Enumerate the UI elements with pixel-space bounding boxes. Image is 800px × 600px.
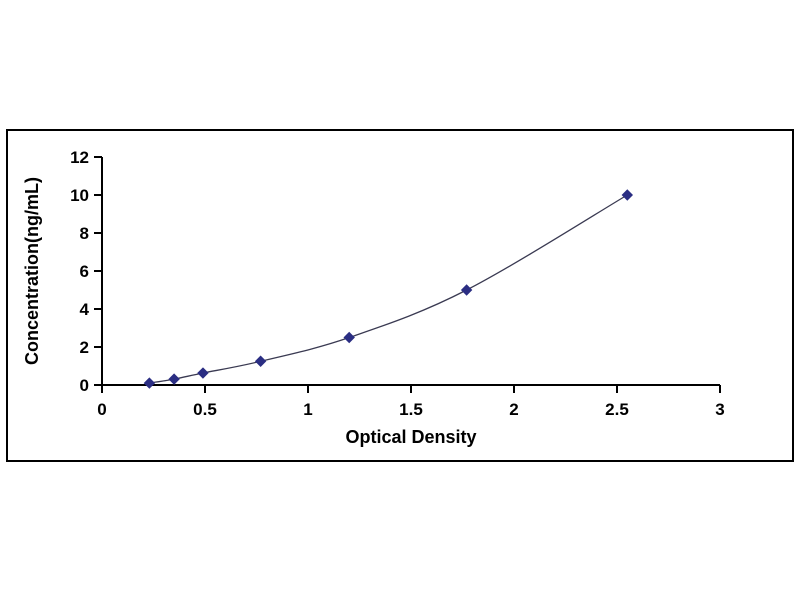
x-tick-label: 0 bbox=[97, 400, 106, 419]
data-point-marker bbox=[621, 189, 634, 201]
data-point-marker bbox=[197, 367, 209, 379]
x-tick-label: 1.5 bbox=[399, 400, 423, 419]
y-tick-label: 8 bbox=[80, 224, 89, 243]
y-tick-label: 4 bbox=[80, 300, 90, 319]
y-tick-label: 2 bbox=[80, 338, 89, 357]
data-point-marker bbox=[143, 377, 156, 389]
y-tick-label: 6 bbox=[80, 262, 89, 281]
x-tick-label: 2.5 bbox=[605, 400, 629, 419]
x-axis-label: Optical Density bbox=[345, 427, 476, 447]
chart-frame: 0 0.5 1 1.5 2 2.5 3 0 2 4 6 8 10 12 Optical Density Con… bbox=[6, 129, 794, 462]
y-tick-label: 12 bbox=[70, 148, 89, 167]
standard-curve-chart: 0 0.5 1 1.5 2 2.5 3 0 2 4 6 8 10 12 Optical Density Con… bbox=[22, 148, 725, 447]
data-point-marker bbox=[460, 284, 473, 296]
y-tick-label: 10 bbox=[70, 186, 89, 205]
data-point-marker bbox=[254, 355, 267, 367]
data-point-marker bbox=[343, 331, 355, 344]
x-tick-label: 1 bbox=[303, 400, 312, 419]
curve-line bbox=[149, 194, 628, 384]
x-tick-label: 3 bbox=[715, 400, 724, 419]
x-tick-label: 2 bbox=[509, 400, 518, 419]
y-axis-label: Concentration(ng/mL) bbox=[22, 177, 42, 365]
y-tick-label: 0 bbox=[80, 376, 89, 395]
data-point-marker bbox=[168, 373, 180, 385]
x-tick-label: 0.5 bbox=[193, 400, 217, 419]
